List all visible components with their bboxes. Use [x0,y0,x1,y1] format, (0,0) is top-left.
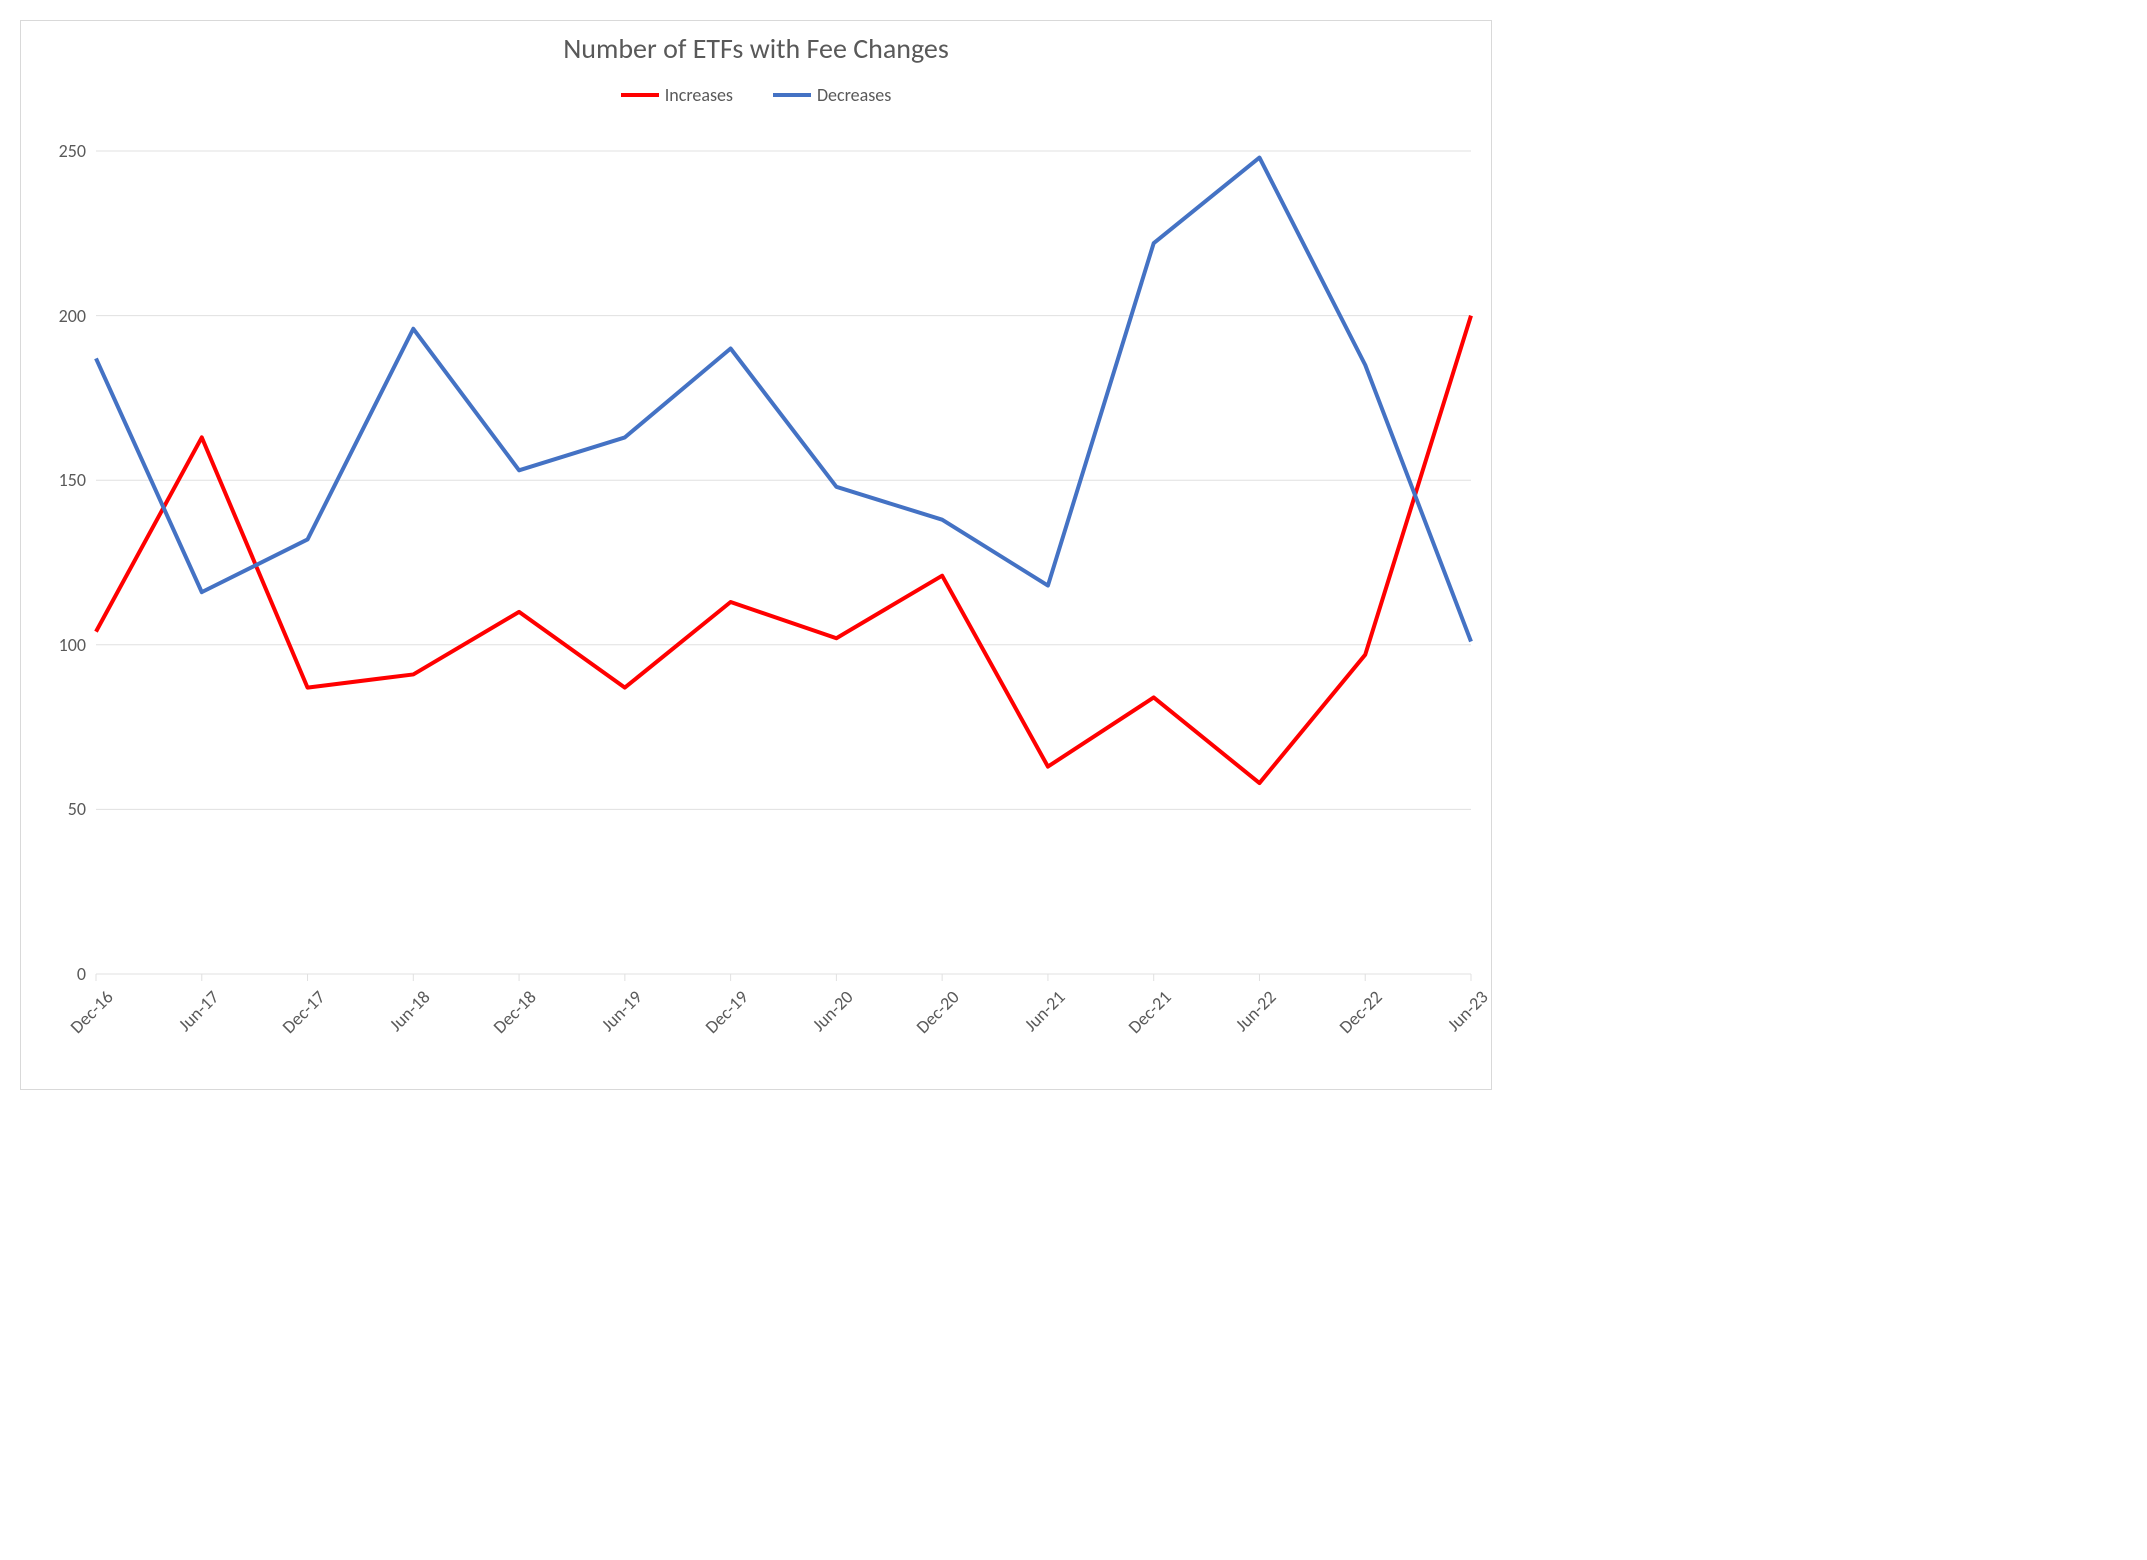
y-tick-label: 100 [59,634,86,656]
x-tick-label: Jun-20 [808,986,858,1036]
x-tick-label: Dec-21 [1123,986,1175,1038]
y-tick-label: 250 [59,140,86,162]
x-tick-label: Jun-22 [1231,986,1281,1036]
chart-svg [96,151,1471,974]
y-tick-label: 150 [59,469,86,491]
x-tick-label: Jun-18 [385,986,435,1036]
y-tick-label: 200 [59,305,86,327]
chart-container: Number of ETFs with Fee Changes Increase… [20,20,1492,1090]
x-tick-label: Dec-18 [489,986,541,1038]
legend: Increases Decreases [21,84,1491,106]
y-tick-label: 0 [77,963,86,985]
x-tick-label: Dec-19 [700,986,752,1038]
legend-swatch-increases [621,93,659,97]
x-tick-label: Jun-19 [597,986,647,1036]
x-tick-label: Dec-20 [912,986,964,1038]
legend-label-increases: Increases [665,84,733,106]
legend-swatch-decreases [773,93,811,97]
x-tick-label: Jun-23 [1443,986,1493,1036]
x-tick-label: Dec-22 [1335,986,1387,1038]
legend-label-decreases: Decreases [817,84,891,106]
x-tick-label: Jun-21 [1020,986,1070,1036]
x-tick-label: Dec-16 [66,986,118,1038]
x-tick-label: Jun-17 [174,986,224,1036]
legend-item-decreases: Decreases [773,84,891,106]
x-tick-label: Dec-17 [277,986,329,1038]
plot-area [96,151,1471,974]
chart-title: Number of ETFs with Fee Changes [21,31,1491,66]
legend-item-increases: Increases [621,84,733,106]
y-tick-label: 50 [68,798,86,820]
